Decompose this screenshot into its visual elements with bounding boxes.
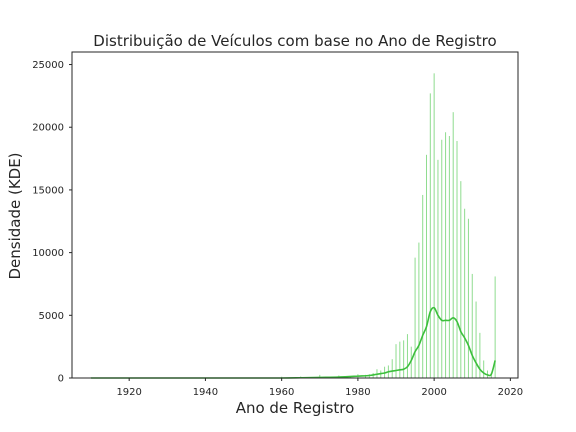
histogram-bar — [448, 136, 450, 378]
y-tick-label: 10000 — [32, 248, 64, 259]
y-tick-label: 5000 — [39, 311, 64, 322]
histogram-bar — [399, 341, 401, 378]
histogram-bar — [494, 276, 496, 378]
kde-line — [91, 306, 496, 379]
y-axis: 0 5000 10000 15000 20000 25000 — [32, 60, 72, 385]
x-axis: 1920 1940 1960 1980 2000 2020 — [116, 378, 523, 398]
histogram-bar — [429, 93, 431, 378]
x-tick-label: 1920 — [116, 387, 141, 398]
histogram-bar — [410, 346, 412, 378]
plot-frame — [71, 51, 519, 379]
histogram-bar — [452, 112, 454, 379]
x-tick-label: 2000 — [421, 387, 446, 398]
histogram-bar — [437, 159, 439, 378]
y-tick-label: 20000 — [32, 123, 64, 134]
histogram-bar — [319, 374, 321, 378]
histogram-bar — [464, 208, 466, 378]
y-axis-title: Densidade (KDE) — [6, 152, 24, 279]
histogram-bar — [460, 181, 462, 378]
histogram-bar — [414, 257, 416, 378]
y-tick-label: 15000 — [32, 185, 64, 196]
histogram-bar — [395, 344, 397, 378]
histogram-bar — [471, 273, 473, 378]
histogram-bar — [441, 139, 443, 378]
histogram-bar — [422, 194, 424, 378]
histogram-bar — [433, 73, 435, 378]
histogram-bar — [406, 334, 408, 378]
x-tick-label: 1940 — [193, 387, 218, 398]
x-tick-label: 2020 — [498, 387, 523, 398]
histogram-bar — [456, 141, 458, 378]
histogram-bar — [479, 332, 481, 378]
histogram-bar — [483, 360, 485, 378]
histogram-bar — [426, 154, 428, 378]
y-tick-label: 25000 — [32, 60, 64, 71]
histogram-bar — [445, 132, 447, 378]
histogram-bar — [418, 242, 420, 378]
x-tick-label: 1980 — [345, 387, 370, 398]
y-tick-label: 0 — [58, 374, 64, 385]
histogram-bar — [467, 218, 469, 378]
x-tick-label: 1960 — [269, 387, 294, 398]
histogram-bar — [391, 359, 393, 378]
histogram-bar — [403, 340, 405, 378]
histogram-bar — [475, 301, 477, 378]
chart-title: Distribuição de Veículos com base no Ano… — [93, 32, 496, 50]
x-axis-title: Ano de Registro — [236, 399, 355, 417]
histogram-bars — [90, 73, 496, 379]
